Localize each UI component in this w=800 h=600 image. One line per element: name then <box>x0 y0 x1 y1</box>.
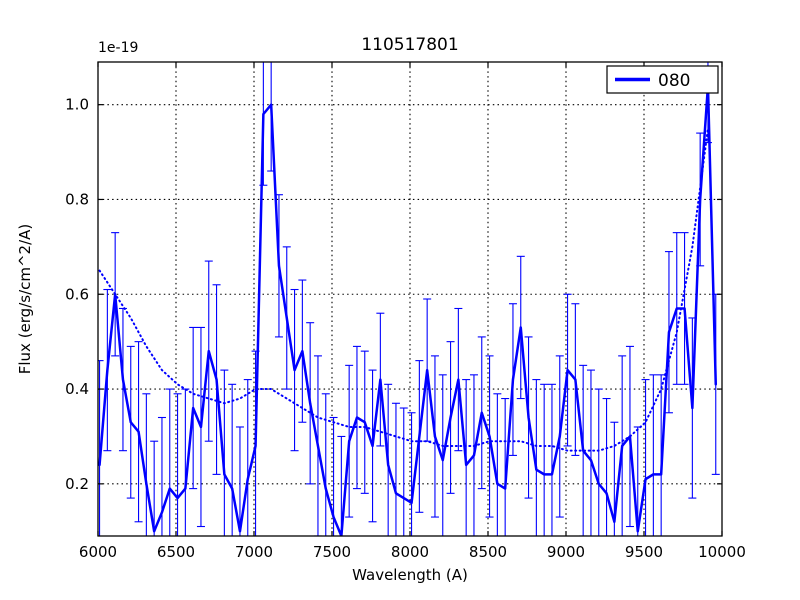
x-tick-label: 9500 <box>625 543 663 561</box>
x-tick-label: 7500 <box>313 543 351 561</box>
legend[interactable]: 080 <box>606 65 719 94</box>
x-tick-label: 7000 <box>235 543 273 561</box>
x-tick-label: 6000 <box>79 543 117 561</box>
y-tick-label: 0.4 <box>65 380 89 398</box>
y-tick-label: 0.8 <box>65 190 89 208</box>
flux-curve <box>98 84 718 536</box>
x-tick-label: 8000 <box>391 543 429 561</box>
y-axis-label: Flux (erg/s/cm^2/A) <box>16 224 34 375</box>
x-tick-label: 9000 <box>547 543 585 561</box>
x-tick-label: 6500 <box>157 543 195 561</box>
y-tick-label: 1.0 <box>65 96 89 114</box>
x-axis-label: Wavelength (A) <box>352 566 468 584</box>
axis-ticks: 6000 6500 7000 7500 8000 8500 9000 9500 10000 0.2… <box>65 62 746 561</box>
page-title: 110517801 <box>361 35 458 55</box>
x-tick-label: 10000 <box>698 543 746 561</box>
series-line-080 <box>98 84 718 536</box>
series-line-model <box>98 127 709 452</box>
grid-lines <box>98 62 722 536</box>
model-curve <box>98 127 709 452</box>
y-tick-label: 0.6 <box>65 285 89 303</box>
y-tick-label: 0.2 <box>65 475 89 493</box>
x-tick-label: 8500 <box>469 543 507 561</box>
legend-label-080: 080 <box>658 71 690 91</box>
y-axis-offset-text: 1e-19 <box>98 40 138 56</box>
